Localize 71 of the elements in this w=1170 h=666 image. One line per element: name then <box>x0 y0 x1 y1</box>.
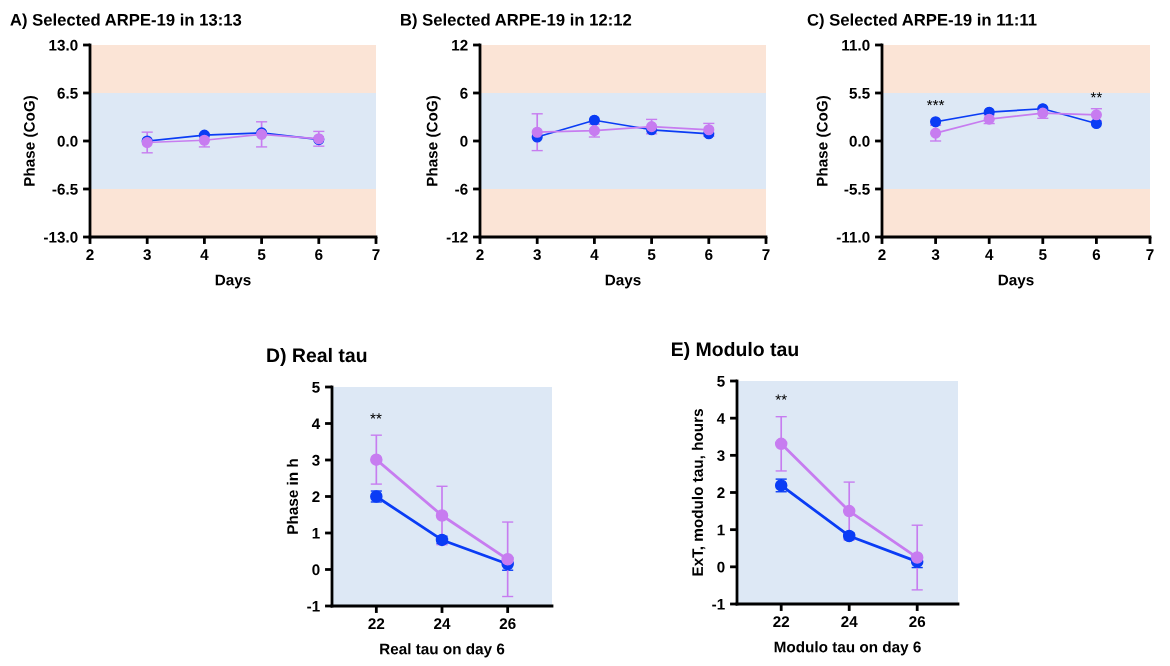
annotation: ** <box>1090 92 1103 98</box>
annotation: ** <box>775 394 787 400</box>
x-tick-label: 5 <box>1039 249 1047 261</box>
annotation: *** <box>926 99 945 106</box>
x-tick-label: 2 <box>476 249 484 260</box>
y-axis-title: Phase (CoG) <box>816 95 831 186</box>
annotation: ** <box>370 413 382 419</box>
y-tick-label: 0.0 <box>57 135 78 147</box>
y-tick-label: 5 <box>312 382 320 393</box>
y-tick-label: 3 <box>717 450 725 462</box>
y-tick-label: 2 <box>717 487 725 499</box>
x-axis-title: Modulo tau on day 6 <box>774 641 921 656</box>
x-tick-label: 22 <box>773 616 790 627</box>
x-tick-label: 26 <box>499 618 516 630</box>
chart-title: D) Real tau <box>267 347 367 367</box>
x-tick-label: 22 <box>368 618 385 629</box>
x-tick-label: 3 <box>143 249 151 261</box>
y-tick-label: 5.5 <box>849 88 870 99</box>
y-tick-label: 0.0 <box>849 135 870 147</box>
chart-title: C) Selected ARPE-19 in 11:11 <box>807 13 1037 30</box>
x-tick-label: 2 <box>878 249 886 260</box>
y-tick-label: 4 <box>311 418 321 430</box>
y-tick-label: -1 <box>712 599 725 610</box>
x-tick-label: 7 <box>1146 249 1154 260</box>
y-axis-title: Phase in h <box>286 459 299 534</box>
y-tick-label: 4 <box>716 413 726 424</box>
y-tick-label: 6 <box>460 87 468 99</box>
x-tick-label: 4 <box>985 249 994 260</box>
chart-title: B) Selected ARPE-19 in 12:12 <box>401 13 632 30</box>
chart-title: E) Modulo tau <box>672 341 798 361</box>
y-axis-title: Phase (CoG) <box>23 95 38 186</box>
y-tick-label: 3 <box>312 454 320 466</box>
chart-title: A) Selected ARPE-19 in 13:13 <box>10 13 242 30</box>
y-tick-label: -6 <box>455 183 468 195</box>
x-tick-label: 24 <box>841 616 858 627</box>
y-tick-label: 1 <box>312 528 320 539</box>
y-tick-label: 13.0 <box>49 39 78 51</box>
y-axis-title: ExT, modulo tau, hours <box>691 409 706 576</box>
y-tick-label: -11.0 <box>836 231 870 243</box>
x-tick-label: 26 <box>909 616 926 628</box>
x-tick-label: 4 <box>200 249 209 260</box>
y-tick-label: 2 <box>312 491 320 503</box>
x-tick-label: 4 <box>590 249 599 260</box>
x-tick-label: 2 <box>86 249 94 260</box>
y-tick-label: 11.0 <box>842 39 870 51</box>
x-tick-label: 6 <box>705 249 713 261</box>
y-tick-label: 5 <box>717 376 725 387</box>
y-tick-label: 0 <box>312 564 320 576</box>
x-tick-label: 3 <box>931 249 940 261</box>
y-axis-title: Phase (CoG) <box>426 95 441 186</box>
y-tick-label: -5.5 <box>844 184 870 195</box>
x-tick-label: 5 <box>257 249 266 261</box>
y-tick-label: -1 <box>307 601 320 612</box>
x-axis-title: Days <box>605 274 641 289</box>
x-axis-title: Days <box>998 274 1034 289</box>
y-tick-label: 1 <box>717 524 725 536</box>
x-tick-label: 5 <box>647 249 656 261</box>
y-tick-label: 12 <box>452 39 468 51</box>
y-tick-label: 6.5 <box>57 87 78 99</box>
x-tick-label: 6 <box>1092 249 1101 261</box>
x-tick-label: 3 <box>533 249 541 261</box>
x-axis-title: Real tau on day 6 <box>380 643 505 658</box>
x-tick-label: 24 <box>434 618 451 629</box>
y-tick-label: 0 <box>460 135 468 147</box>
x-tick-label: 7 <box>372 249 380 260</box>
x-axis-title: Days <box>215 274 251 289</box>
y-tick-label: -13.0 <box>43 231 78 243</box>
x-tick-label: 7 <box>762 249 770 260</box>
y-tick-label: 0 <box>717 561 725 573</box>
y-tick-label: -6.5 <box>52 183 78 195</box>
y-tick-label: -12 <box>446 231 468 243</box>
